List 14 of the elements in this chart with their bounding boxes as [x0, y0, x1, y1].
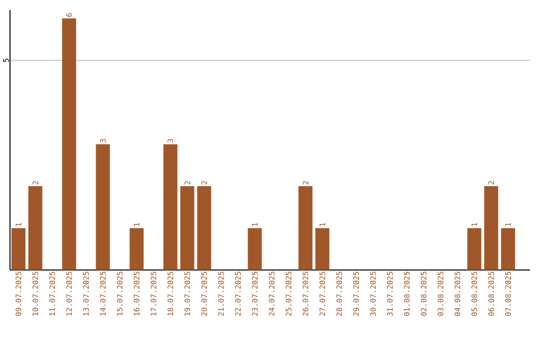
bar: [315, 228, 330, 270]
bar: [501, 228, 516, 270]
bar: [130, 228, 144, 270]
bar: [28, 186, 42, 270]
bar: [467, 228, 482, 270]
bar: [484, 186, 498, 270]
bar: [163, 144, 178, 270]
bar: [197, 186, 212, 270]
bar: [11, 228, 26, 270]
bar: [298, 186, 312, 270]
bar: [248, 228, 262, 270]
bar: [62, 18, 76, 270]
bar: [180, 186, 194, 270]
bar: [96, 144, 110, 270]
